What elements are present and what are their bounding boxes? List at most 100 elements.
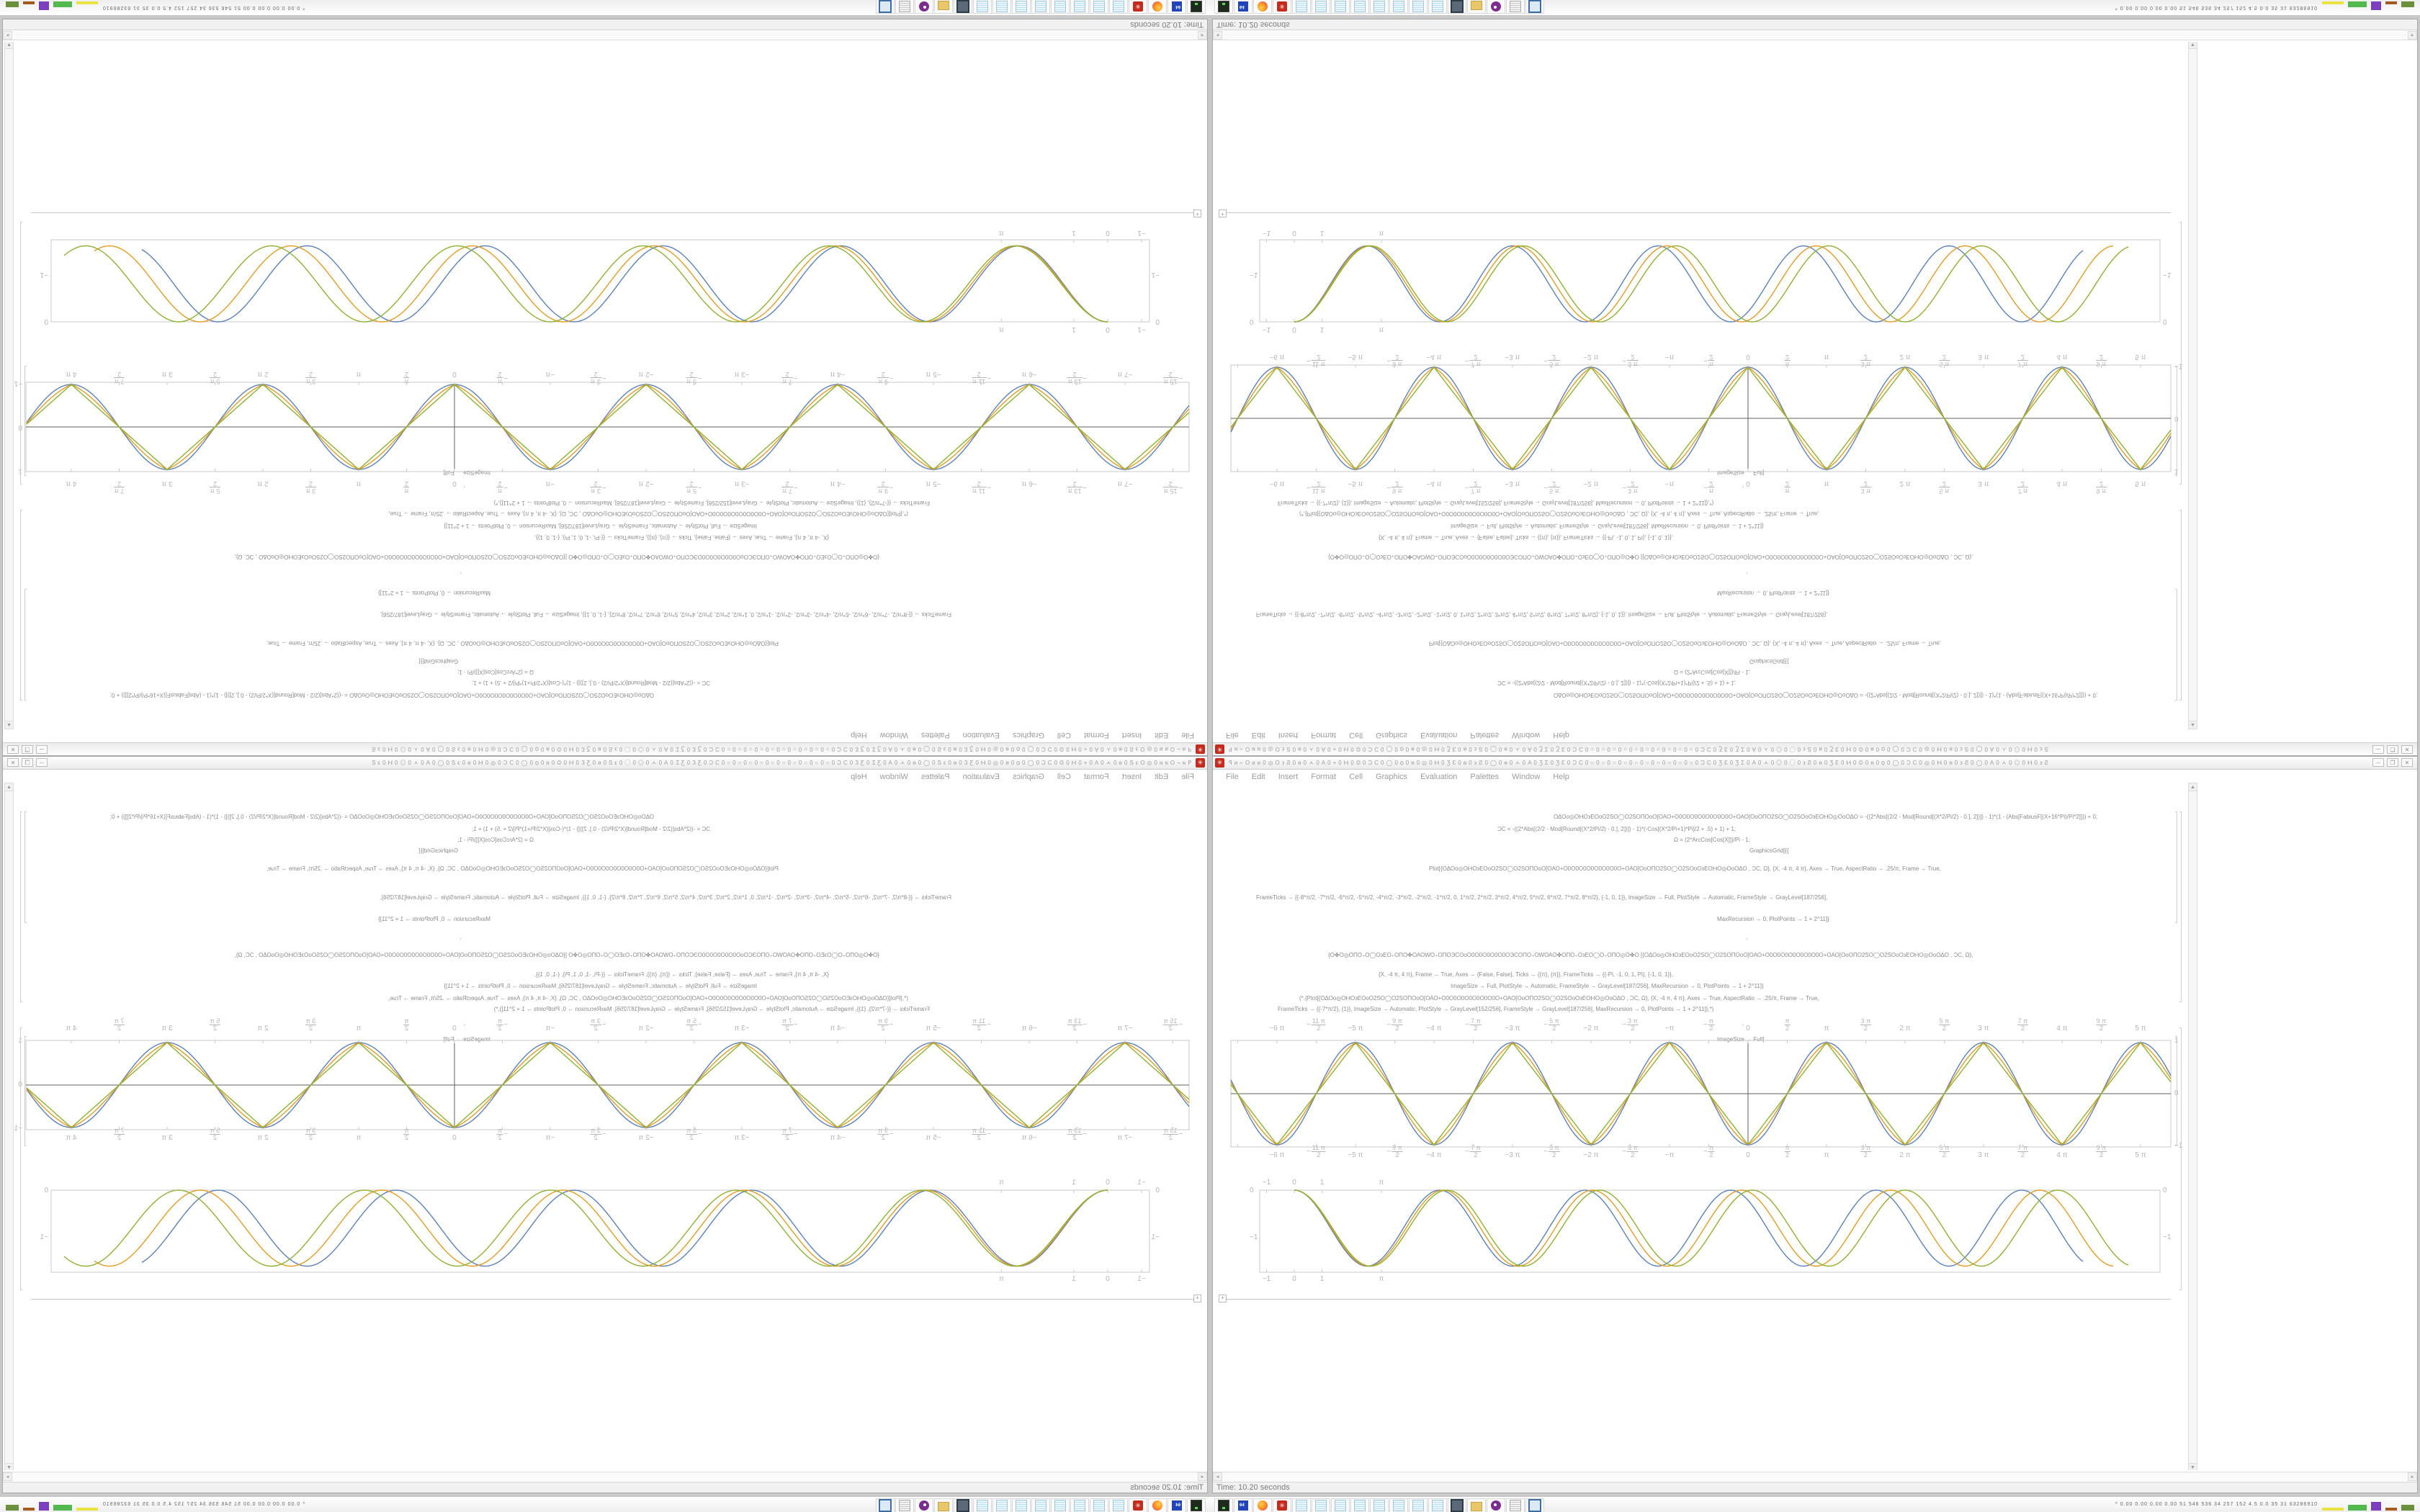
taskbar-button-folder[interactable] [1467, 1498, 1486, 1512]
taskbar-button-text-note[interactable] [1070, 0, 1089, 14]
menu-item-palettes[interactable]: Palettes [1470, 731, 1500, 739]
cell-bracket[interactable] [24, 589, 27, 701]
scroll-left-arrow-icon[interactable]: ◂ [1198, 1472, 1207, 1481]
scroll-up-arrow-icon[interactable]: ▲ [4, 783, 14, 791]
taskbar-button-firefox[interactable] [1253, 0, 1272, 14]
taskbar-button-firefox[interactable] [1148, 0, 1167, 14]
close-button[interactable]: ✕ [2401, 745, 2413, 754]
menu-item-insert[interactable]: Insert [1121, 731, 1142, 739]
close-button[interactable]: ✕ [7, 758, 19, 767]
scroll-left-arrow-icon[interactable]: ◂ [1213, 31, 1222, 40]
cell-insertion-rule[interactable] [31, 1299, 1201, 1300]
cell-bracket[interactable] [2179, 811, 2182, 1002]
taskbar-button-text-note[interactable] [1051, 0, 1070, 14]
vertical-scrollbar[interactable] [4, 783, 14, 1470]
code-line-10[interactable]: {X, -4 π, 4 π}, Frame → True, Axes → {Fa… [1379, 971, 1674, 978]
minimize-button[interactable]: ─ [36, 758, 48, 767]
taskbar-button-text-note[interactable] [1012, 1498, 1031, 1512]
menu-item-graphics[interactable]: Graphics [1012, 773, 1044, 781]
menu-item-help[interactable]: Help [1553, 773, 1569, 781]
vertical-scrollbar[interactable] [2188, 42, 2197, 729]
taskbar-button-text-note[interactable] [1389, 0, 1408, 14]
cell-bracket[interactable] [2179, 510, 2182, 701]
taskbar-button-text-note[interactable] [1370, 0, 1389, 14]
scroll-left-arrow-icon[interactable]: ◂ [1213, 1472, 1222, 1481]
cell-bracket[interactable] [24, 366, 27, 476]
code-line-9[interactable]: {Ο✤Ο◎ΟΠΟ₊Ο◯Ο϶ΕΟ₊ΟΠΟ✤ΟΑΟWΟ₊ΟΠΟЭϹΟοΟ0Ο0Ο0Ο… [1328, 952, 1973, 958]
taskbar-button-screen-tool[interactable] [1448, 0, 1466, 14]
vertical-scrollbar[interactable] [2188, 783, 2197, 1470]
code-line-4[interactable]: GraphicsGrid[{{ [1749, 847, 1789, 854]
taskbar-button-text-note[interactable] [1031, 0, 1050, 14]
taskbar-button-display-capture[interactable] [1214, 1498, 1233, 1512]
taskbar-button-screen-tool[interactable] [954, 1498, 972, 1512]
menu-item-window[interactable]: Window [879, 773, 908, 781]
taskbar-button-firefox[interactable] [1148, 1498, 1167, 1512]
taskbar-button-text-note[interactable] [1012, 0, 1031, 14]
menu-item-file[interactable]: File [1181, 773, 1194, 781]
taskbar-button-text-note[interactable] [1090, 1498, 1108, 1512]
close-button[interactable]: ✕ [7, 745, 19, 754]
taskbar-button-text-note[interactable] [1409, 1498, 1428, 1512]
menu-item-graphics[interactable]: Graphics [1012, 731, 1044, 739]
menu-item-insert[interactable]: Insert [1278, 773, 1299, 781]
taskbar-button-text-note[interactable] [973, 0, 992, 14]
menu-item-graphics[interactable]: Graphics [1376, 731, 1408, 739]
menu-item-window[interactable]: Window [1512, 731, 1541, 739]
code-line-12[interactable]: (*,{Plot[{ΟΔΟο◎ΟⲘΟ϶ΕΟοΟ2SΟ◯Ο2SΟΠΟοΟ[ΟΑΟ+… [1299, 995, 1819, 1002]
taskbar-button-text-note[interactable] [1331, 1498, 1350, 1512]
taskbar-button-text-note[interactable] [1428, 1498, 1447, 1512]
window-titlebar[interactable]: ✳ ꟼᴎ⌐Oᴎᴎ0◎O϶Ƨ0ѳ0ㅅ0Α0+0Ⲙ0◎0ƆϹ0◯0ѻ0ѳ0◎0Ⲙ0Ʒ… [1213, 757, 2417, 770]
cell-bracket[interactable] [20, 1027, 22, 1290]
menu-item-file[interactable]: File [1226, 731, 1239, 739]
taskbar-button-text-note[interactable] [992, 1498, 1011, 1512]
taskbar-button-floppy-64[interactable] [1168, 0, 1186, 14]
window-titlebar[interactable]: ✳ ꟼᴎ⌐Oᴎᴎ0◎O϶Ƨ0ѳ0ㅅ0Α0+0Ⲙ0◎0ƆϹ0◯0ѻ0ѳ0◎0Ⲙ0Ʒ… [3, 757, 1207, 770]
scroll-right-arrow-icon[interactable]: ▸ [3, 1472, 12, 1481]
restore-button[interactable]: ❐ [2387, 758, 2398, 767]
restore-button[interactable]: ❐ [22, 745, 33, 754]
scroll-right-arrow-icon[interactable]: ▸ [2408, 31, 2417, 40]
cell-bracket[interactable] [2175, 589, 2177, 701]
taskbar-button-folder[interactable] [1467, 0, 1486, 14]
scroll-down-arrow-icon[interactable]: ▼ [4, 42, 14, 49]
cell-bracket[interactable] [20, 222, 22, 485]
taskbar-button-firefox[interactable] [1253, 1498, 1272, 1512]
taskbar-button-folder[interactable] [934, 0, 953, 14]
taskbar-button-text-note[interactable] [1389, 1498, 1408, 1512]
code-line-2[interactable]: ƆC = -((2*Abs[(2/2 - Mod[Round[(X*2/Pi/2… [1497, 826, 1736, 832]
menu-item-evaluation[interactable]: Evaluation [962, 773, 1000, 781]
menu-item-help[interactable]: Help [851, 773, 867, 781]
menu-item-insert[interactable]: Insert [1278, 731, 1299, 739]
menu-item-edit[interactable]: Edit [1251, 731, 1265, 739]
menu-item-graphics[interactable]: Graphics [1376, 773, 1408, 781]
menu-item-file[interactable]: File [1226, 773, 1239, 781]
taskbar-button-mathematica-spikey[interactable] [1273, 1498, 1291, 1512]
menu-item-cell[interactable]: Cell [1349, 731, 1363, 739]
taskbar-button-scroll-doc[interactable] [895, 0, 914, 14]
cell-bracket[interactable] [2175, 366, 2177, 476]
cell-insertion-rule[interactable] [31, 212, 1201, 213]
taskbar-button-chat-ball[interactable] [1487, 0, 1505, 14]
close-button[interactable]: ✕ [2401, 758, 2413, 767]
window-titlebar[interactable]: ✳ ꟼᴎ⌐Oᴎᴎ0◎O϶Ƨ0ѳ0ㅅ0Α0+0Ⲙ0◎0ƆϹ0◯0ѻ0ѳ0◎0Ⲙ0Ʒ… [3, 742, 1207, 755]
taskbar[interactable]: ^ 0.00 0.00 0.00 0.00 51 546 536 34 257 … [1210, 1496, 2420, 1512]
cell-bracket[interactable] [20, 510, 22, 701]
horizontal-scrollbar[interactable]: ◂ ▸ [3, 30, 1207, 40]
taskbar[interactable]: ^ 0.00 0.00 0.00 0.00 51 546 536 34 257 … [0, 0, 1210, 16]
taskbar-button-mathematica-spikey[interactable] [1129, 1498, 1147, 1512]
horizontal-scrollbar[interactable]: ◂ ▸ [3, 1472, 1207, 1482]
taskbar-button-folder[interactable] [934, 1498, 953, 1512]
cell-bracket[interactable] [24, 1036, 27, 1146]
taskbar-button-scroll-doc[interactable] [1506, 0, 1525, 14]
code-line-7[interactable]: MaxRecursion → 0, PlotPoints → 1 + 2^11]… [1717, 916, 1829, 922]
taskbar-button-text-note[interactable] [1292, 0, 1311, 14]
code-line-11[interactable]: ImageSize → Full, PlotStyle → Automatic,… [1451, 983, 1764, 989]
cell-bracket[interactable] [2179, 222, 2182, 485]
taskbar-button-text-note[interactable] [1031, 1498, 1050, 1512]
menu-item-edit[interactable]: Edit [1155, 731, 1169, 739]
taskbar-button-screen-tool[interactable] [1448, 1498, 1466, 1512]
menu-item-cell[interactable]: Cell [1349, 773, 1363, 781]
taskbar-button-text-note[interactable] [1070, 1498, 1089, 1512]
cell-bracket[interactable] [24, 811, 27, 923]
